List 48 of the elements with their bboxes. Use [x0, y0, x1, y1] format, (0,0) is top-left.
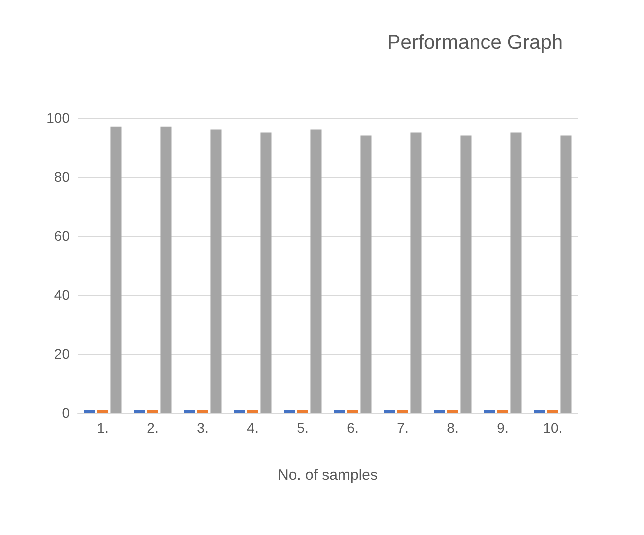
chart-title: Performance Graph — [387, 32, 564, 54]
bar — [460, 136, 472, 413]
bar — [334, 410, 346, 413]
bar — [197, 410, 209, 413]
bar — [347, 410, 359, 413]
bar — [434, 410, 446, 413]
bar — [134, 410, 146, 413]
y-tick-label: 80 — [54, 169, 70, 185]
x-axis-title: No. of samples — [278, 467, 378, 484]
y-tick-label: 20 — [54, 346, 70, 362]
bar — [260, 132, 272, 413]
bar — [210, 130, 222, 413]
bar — [410, 132, 422, 413]
y-tick-label: 0 — [62, 405, 70, 421]
bar — [447, 410, 459, 413]
bar — [397, 410, 409, 413]
bar — [147, 410, 159, 413]
x-tick-label: 3. — [197, 420, 209, 436]
y-tick-label: 40 — [54, 287, 70, 303]
bar — [184, 410, 196, 413]
bar — [84, 410, 96, 413]
x-tick-label: 2. — [147, 420, 159, 436]
bar — [384, 410, 396, 413]
bar — [497, 410, 509, 413]
bar — [160, 126, 172, 413]
bar — [297, 410, 309, 413]
x-tick-label: 10. — [543, 420, 563, 436]
bar — [234, 410, 246, 413]
x-tick-label: 4. — [247, 420, 259, 436]
x-tick-label: 5. — [297, 420, 309, 436]
x-tick-label: 9. — [497, 420, 509, 436]
bar — [310, 130, 322, 413]
bar — [510, 132, 522, 413]
x-tick-label: 1. — [97, 420, 109, 436]
bar — [360, 136, 372, 413]
bar — [534, 410, 546, 413]
x-tick-label: 8. — [447, 420, 459, 436]
bar — [547, 410, 559, 413]
bar — [284, 410, 296, 413]
bar — [110, 126, 122, 413]
x-tick-label: 6. — [347, 420, 359, 436]
bar — [484, 410, 496, 413]
y-tick-label: 100 — [46, 110, 70, 126]
bar — [97, 410, 109, 413]
x-tick-label: 7. — [397, 420, 409, 436]
bar — [247, 410, 259, 413]
bar — [560, 136, 572, 413]
y-tick-label: 60 — [54, 228, 70, 244]
